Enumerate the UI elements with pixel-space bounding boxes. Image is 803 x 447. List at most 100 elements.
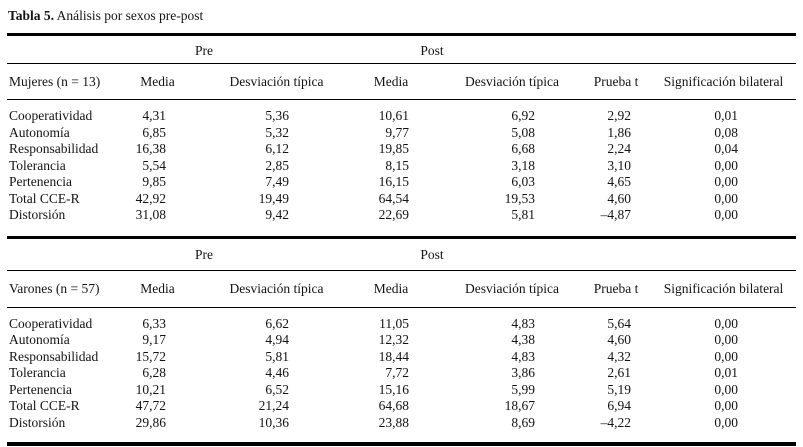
cell-pre-sd: 10,36 xyxy=(258,414,289,430)
table-row: Autonomía 9,17 4,94 12,32 4,38 4,60 0,00 xyxy=(7,332,796,349)
cell-t-value: –4,22 xyxy=(600,414,632,430)
table-caption-number: Tabla 5. xyxy=(8,8,55,23)
cell-t-value: 4,65 xyxy=(607,174,632,189)
group-header-varones: Varones (n = 57) xyxy=(7,270,129,308)
cell-significance: 0,00 xyxy=(714,315,739,331)
cell-pre-media: 6,28 xyxy=(142,365,166,380)
row-label: Pertenencia xyxy=(9,381,72,397)
cell-significance: 0,00 xyxy=(714,174,739,189)
cell-t-value: 2,92 xyxy=(607,108,632,123)
row-label: Pertenencia xyxy=(9,174,72,189)
cell-post-sd: 5,08 xyxy=(511,124,536,140)
cell-t-value: 3,10 xyxy=(607,157,632,173)
column-header-sig: Significación bilateral xyxy=(651,63,797,100)
cell-significance: 0,00 xyxy=(714,348,739,364)
table-row: Cooperatividad 6,33 6,62 11,05 4,83 5,64… xyxy=(7,307,796,332)
cell-t-value: 4,60 xyxy=(607,332,632,347)
cell-significance: 0,08 xyxy=(714,124,739,140)
cell-pre-sd: 21,24 xyxy=(258,398,289,413)
cell-pre-sd: 5,36 xyxy=(265,108,289,123)
cell-post-media: 19,85 xyxy=(378,141,409,156)
cell-pre-media: 16,38 xyxy=(135,141,166,156)
column-header-pre-media: Media xyxy=(129,270,186,308)
cell-post-sd: 18,67 xyxy=(504,398,536,413)
table-row: Total CCE-R 47,72 21,24 64,68 18,67 6,94… xyxy=(7,398,796,415)
table-row: Tolerancia 5,54 2,85 8,15 3,18 3,10 0,00 xyxy=(7,158,796,175)
spacer-cell xyxy=(581,34,652,64)
row-label: Distorsión xyxy=(9,414,66,430)
cell-t-value: 5,19 xyxy=(607,381,632,397)
cell-t-value: 4,60 xyxy=(607,190,632,206)
column-header-post-media: Media xyxy=(351,63,431,100)
table-row: Autonomía 6,85 5,32 9,77 5,08 1,86 0,08 xyxy=(7,125,796,142)
spacer-cell xyxy=(7,238,129,271)
row-label: Cooperatividad xyxy=(9,315,93,331)
column-header-post-sd: Desviación típica xyxy=(431,63,582,100)
spanner-header-row: Pre Post xyxy=(7,238,797,271)
cell-t-value: 2,24 xyxy=(607,141,632,156)
cell-post-sd: 4,38 xyxy=(511,332,536,347)
table-row: Distorsión 29,86 10,36 23,88 8,69 –4,22 … xyxy=(7,415,796,445)
cell-post-media: 9,77 xyxy=(385,124,409,140)
cell-pre-media: 9,17 xyxy=(142,332,166,347)
cell-post-media: 18,44 xyxy=(378,348,409,364)
stats-table-mujeres: Pre Post Mujeres (n = 13) Media Desviaci… xyxy=(7,33,797,239)
cell-pre-media: 4,31 xyxy=(142,108,166,123)
cell-pre-media: 6,33 xyxy=(142,315,166,331)
cell-significance: 0,00 xyxy=(714,414,739,430)
cell-pre-sd: 2,85 xyxy=(265,157,289,173)
cell-t-value: 6,94 xyxy=(607,398,632,413)
cell-post-media: 64,68 xyxy=(378,398,409,413)
row-label: Total CCE-R xyxy=(9,398,80,413)
cell-post-sd: 5,99 xyxy=(511,381,536,397)
cell-significance: 0,00 xyxy=(714,190,739,206)
cell-post-sd: 6,03 xyxy=(511,174,536,189)
cell-significance: 0,00 xyxy=(714,398,739,413)
cell-pre-sd: 7,49 xyxy=(265,174,289,189)
cell-significance: 0,01 xyxy=(714,108,739,123)
cell-post-media: 7,72 xyxy=(385,365,409,380)
cell-significance: 0,04 xyxy=(714,141,739,156)
row-label: Responsabilidad xyxy=(9,141,99,156)
cell-pre-sd: 6,62 xyxy=(265,315,289,331)
cell-significance: 0,00 xyxy=(714,381,739,397)
row-label: Cooperatividad xyxy=(9,108,93,123)
cell-post-sd: 6,68 xyxy=(511,141,536,156)
cell-post-media: 64,54 xyxy=(378,190,409,206)
cell-post-media: 16,15 xyxy=(378,174,409,189)
table-row: Total CCE-R 42,92 19,49 64,54 19,53 4,60… xyxy=(7,191,796,208)
column-header-t: Prueba t xyxy=(581,63,652,100)
cell-significance: 0,00 xyxy=(714,332,739,347)
table-row: Responsabilidad 15,72 5,81 18,44 4,83 4,… xyxy=(7,349,796,366)
cell-post-sd: 4,83 xyxy=(511,315,536,331)
cell-pre-media: 15,72 xyxy=(135,348,166,364)
cell-post-media: 8,15 xyxy=(385,157,409,173)
cell-t-value: 1,86 xyxy=(607,124,632,140)
column-header-post-media: Media xyxy=(351,270,431,308)
column-header-sig: Significación bilateral xyxy=(651,270,797,308)
cell-pre-sd: 5,81 xyxy=(265,348,289,364)
row-label: Tolerancia xyxy=(9,365,66,380)
cell-pre-sd: 4,46 xyxy=(265,365,289,380)
column-header-row: Varones (n = 57) Media Desviación típica… xyxy=(7,270,797,308)
post-spanner-header: Post xyxy=(351,34,582,64)
table-row: Tolerancia 6,28 4,46 7,72 3,86 2,61 0,01 xyxy=(7,365,796,382)
cell-post-sd: 8,69 xyxy=(511,414,536,430)
cell-significance: 0,00 xyxy=(714,157,739,173)
column-header-t: Prueba t xyxy=(581,270,652,308)
pre-spanner-header: Pre xyxy=(129,34,351,64)
column-header-pre-sd: Desviación típica xyxy=(186,63,351,100)
spacer-cell xyxy=(651,238,797,271)
table-caption-text: Análisis por sexos pre-post xyxy=(54,8,204,23)
table-caption: Tabla 5. Análisis por sexos pre-post xyxy=(8,8,796,24)
column-header-pre-sd: Desviación típica xyxy=(186,270,351,308)
row-label: Tolerancia xyxy=(9,157,66,173)
cell-post-sd: 3,18 xyxy=(511,157,536,173)
spacer-cell xyxy=(581,238,652,271)
cell-t-value: 5,64 xyxy=(607,315,632,331)
group-header-mujeres: Mujeres (n = 13) xyxy=(7,63,129,100)
cell-post-sd: 19,53 xyxy=(504,190,536,206)
cell-significance: 0,00 xyxy=(714,207,739,222)
cell-pre-media: 29,86 xyxy=(135,414,166,430)
